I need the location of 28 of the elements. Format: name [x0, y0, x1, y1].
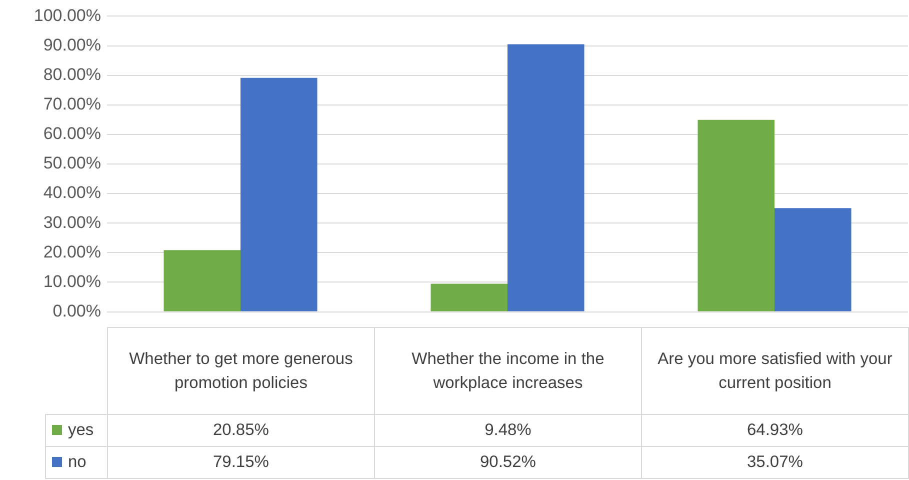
- legend-label: yes: [46, 414, 108, 446]
- y-tick-label: 60.00%: [43, 124, 101, 144]
- data-label: 64.93%: [641, 414, 908, 446]
- data-label: 79.15%: [107, 446, 374, 478]
- bar: [774, 208, 852, 312]
- data-label: 35.07%: [641, 446, 908, 478]
- data-label: 9.48%: [374, 414, 642, 446]
- x-tick-label: Whether to get more generous promotion policies: [107, 328, 374, 414]
- y-tick-label: 0.00%: [52, 301, 101, 320]
- y-tick-label: 40.00%: [43, 183, 101, 202]
- x-tick-label: Whether the income in the workplace increases: [374, 328, 642, 414]
- x-tick-label: Are you more satisfied with your current position: [641, 328, 908, 414]
- y-tick-label: 80.00%: [43, 65, 101, 84]
- bar: [508, 44, 584, 312]
- data-label: 90.52%: [374, 446, 642, 478]
- bar: [240, 78, 318, 312]
- y-tick-label: 20.00%: [43, 242, 101, 262]
- y-tick-label: 50.00%: [43, 154, 101, 173]
- bar: [698, 120, 774, 312]
- bar: [164, 250, 240, 312]
- legend-label: no: [46, 446, 108, 478]
- y-tick-label: 70.00%: [43, 94, 101, 114]
- y-tick-label: 100.00%: [34, 6, 101, 25]
- y-tick-label: 10.00%: [43, 272, 101, 291]
- y-tick-label: 90.00%: [43, 35, 101, 54]
- y-tick-label: 30.00%: [43, 212, 101, 232]
- data-label: 20.85%: [107, 414, 374, 446]
- bar: [430, 284, 508, 312]
